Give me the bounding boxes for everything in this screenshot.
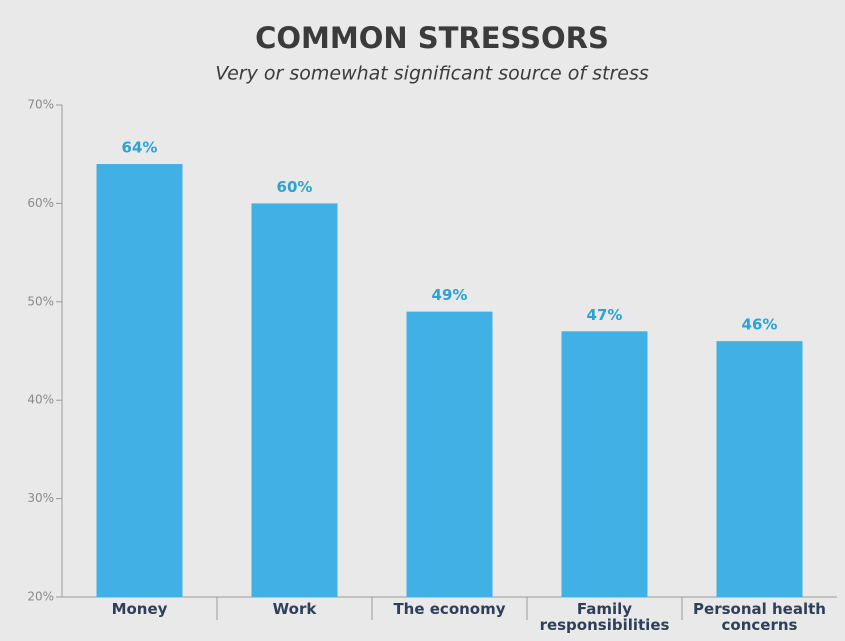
value-label: 46%	[742, 316, 778, 334]
chart-subtitle: Very or somewhat significant source of s…	[215, 63, 649, 85]
x-tick-label: Work	[272, 600, 317, 618]
bar	[251, 203, 338, 597]
y-tick-label: 70%	[27, 98, 54, 112]
y-tick-label: 40%	[27, 393, 54, 407]
y-tick-label: 30%	[27, 491, 54, 505]
x-tick-label: Money	[111, 600, 168, 618]
x-tick-label: Personal health concerns	[693, 600, 826, 634]
x-tick-label: The economy	[393, 600, 506, 618]
x-tick-label: Family responsibilities	[539, 600, 670, 634]
value-label: 60%	[277, 178, 313, 196]
bar	[716, 341, 803, 597]
value-label: 49%	[432, 286, 468, 304]
chart-title: COMMON STRESSORS	[255, 21, 609, 55]
bar	[96, 164, 183, 598]
y-tick-label: 60%	[27, 196, 54, 210]
value-label: 47%	[587, 306, 623, 324]
bar	[406, 311, 493, 597]
value-label: 64%	[122, 139, 158, 157]
y-tick-label: 20%	[27, 590, 54, 604]
bar	[561, 331, 648, 597]
y-tick-label: 50%	[27, 294, 54, 308]
